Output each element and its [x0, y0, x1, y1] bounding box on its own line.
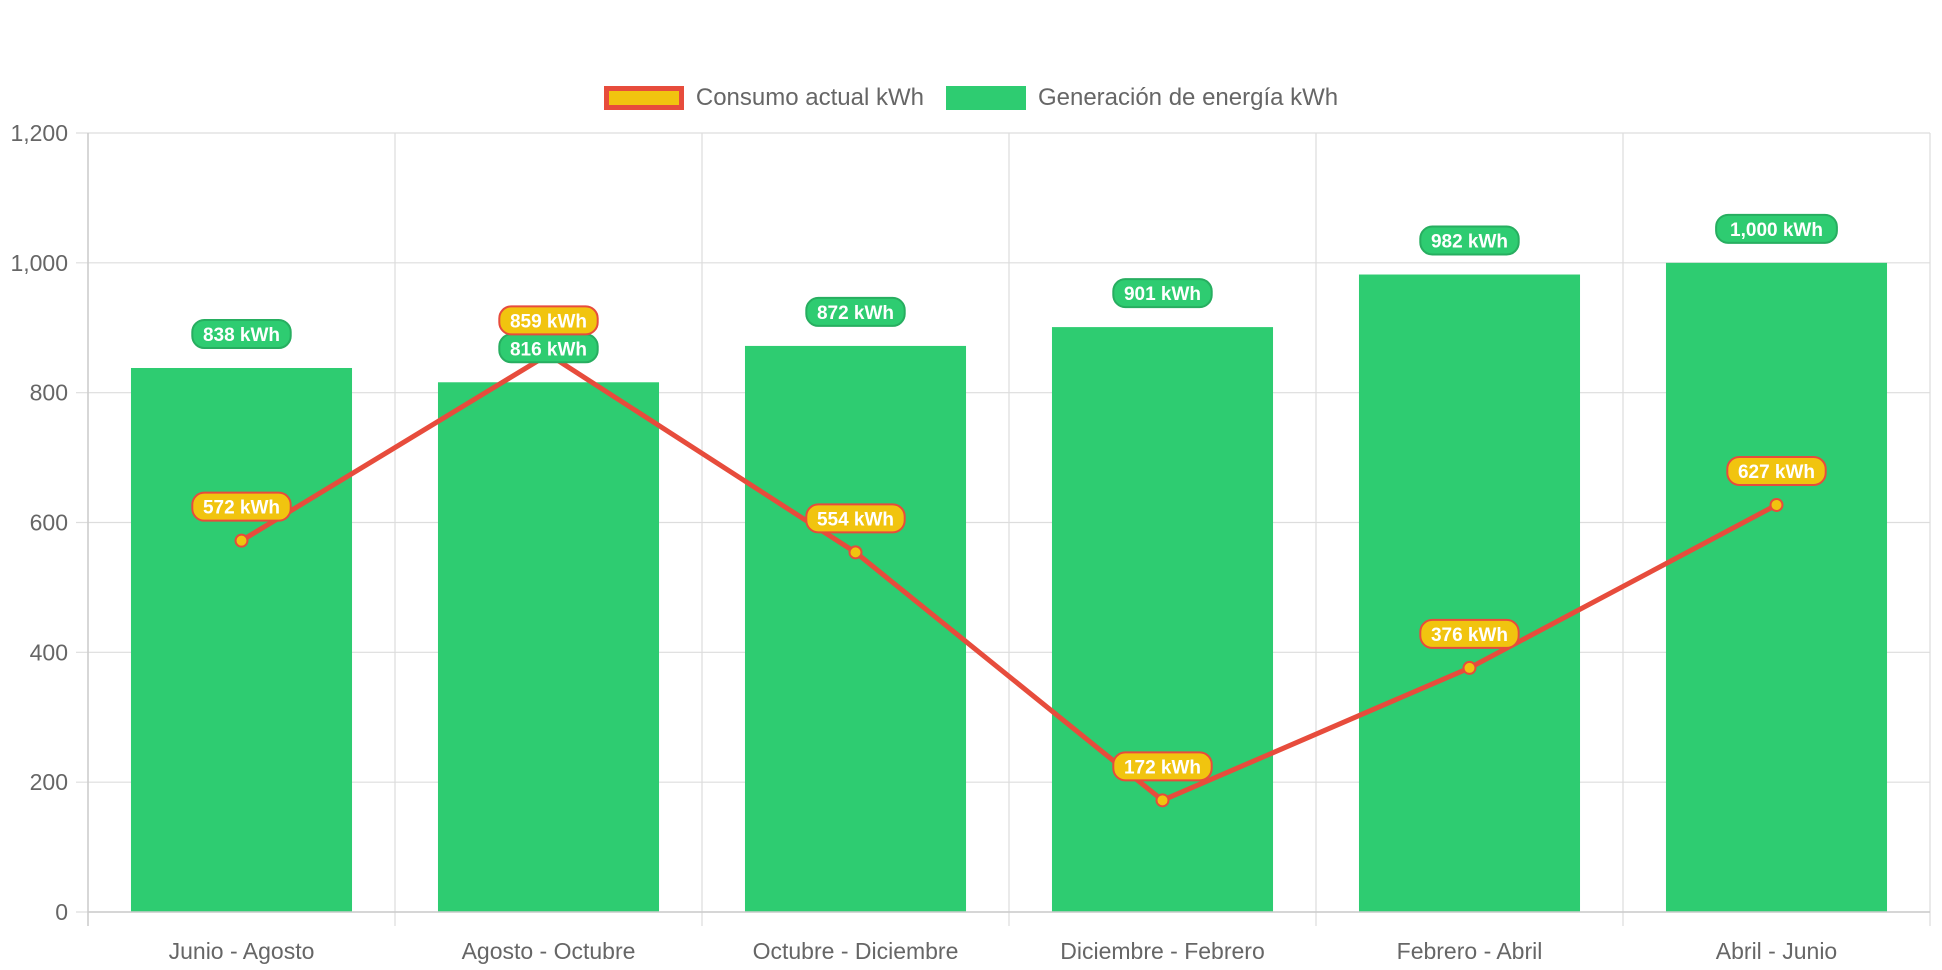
bar-generacion	[1665, 262, 1888, 912]
data-label-consumo-bg	[191, 491, 292, 522]
data-label-generacion: 872 kWh	[817, 303, 894, 324]
bar-generacion	[1358, 274, 1581, 913]
y-tick-label: 1,000	[10, 250, 68, 276]
bar-generacion	[130, 367, 353, 913]
data-label-consumo: 376 kWh	[1431, 625, 1508, 646]
data-label-consumo: 572 kWh	[203, 498, 280, 519]
data-label-generacion-bg	[191, 318, 292, 349]
x-tick-label: Abril - Junio	[1716, 938, 1837, 964]
legend-swatch-generacion	[945, 86, 1026, 110]
legend-item-generacion[interactable]: Generación de energía kWh	[945, 84, 1339, 112]
data-label-consumo-bg	[498, 305, 599, 336]
x-tick-label: Junio - Agosto	[169, 938, 315, 964]
x-tick-label: Octubre - Diciembre	[753, 938, 959, 964]
data-label-consumo-bg	[805, 503, 906, 534]
data-label-generacion: 838 kWh	[203, 325, 280, 346]
point-consumo	[1155, 793, 1170, 808]
data-label-generacion-bg	[1715, 213, 1838, 244]
legend-swatch-consumo	[603, 86, 684, 110]
y-tick-label: 1,200	[10, 120, 68, 146]
legend-label-generacion: Generación de energía kWh	[1037, 84, 1339, 111]
point-consumo	[234, 533, 249, 548]
bar-generacion	[437, 382, 660, 912]
x-tick-label: Diciembre - Febrero	[1060, 938, 1265, 964]
legend-item-consumo[interactable]: Consumo actual kWh	[603, 84, 924, 112]
legend: Consumo actual kWh Generación de energía…	[0, 84, 1942, 112]
y-tick-label: 0	[55, 899, 68, 925]
y-tick-label: 800	[30, 380, 68, 406]
data-label-generacion-bg	[1112, 278, 1213, 309]
data-label-generacion: 816 kWh	[510, 339, 587, 360]
data-label-generacion-bg	[1419, 225, 1520, 256]
data-label-generacion: 901 kWh	[1124, 284, 1201, 305]
point-consumo	[1769, 497, 1784, 512]
data-label-generacion: 982 kWh	[1431, 232, 1508, 253]
bar-generacion	[1051, 327, 1274, 912]
y-tick-label: 200	[30, 769, 68, 795]
data-label-consumo-bg	[1112, 751, 1213, 782]
data-label-consumo: 859 kWh	[510, 311, 587, 332]
legend-label-consumo: Consumo actual kWh	[695, 84, 924, 111]
data-label-consumo: 554 kWh	[817, 509, 894, 530]
x-tick-label: Agosto - Octubre	[462, 938, 636, 964]
point-consumo	[1462, 660, 1477, 675]
x-tick-label: Febrero - Abril	[1397, 938, 1543, 964]
y-tick-label: 400	[30, 639, 68, 665]
y-tick-label: 600	[30, 510, 68, 536]
data-label-generacion: 1,000 kWh	[1730, 220, 1823, 241]
data-label-generacion-bg	[805, 296, 906, 327]
data-label-consumo: 172 kWh	[1124, 757, 1201, 778]
data-label-consumo-bg	[1726, 455, 1827, 486]
line-consumo	[240, 351, 1778, 803]
data-label-consumo-bg	[1419, 618, 1520, 649]
point-consumo	[848, 545, 863, 560]
data-label-consumo: 627 kWh	[1738, 462, 1815, 483]
bar-generacion	[744, 345, 967, 913]
